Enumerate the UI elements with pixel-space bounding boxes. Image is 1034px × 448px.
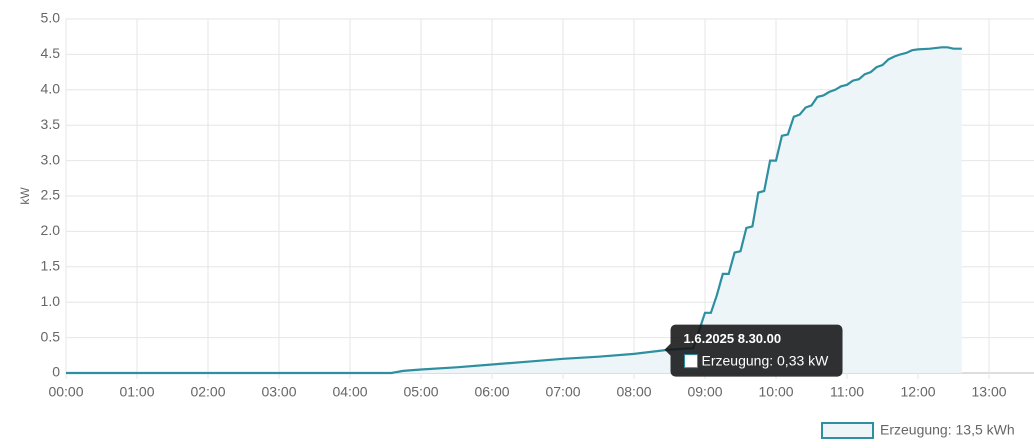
y-axis-label: kW [18, 187, 32, 205]
y-tick-label: 0.5 [41, 328, 61, 344]
y-tick-label: 1.0 [41, 293, 61, 309]
y-tick-label: 0 [52, 364, 60, 380]
line [66, 46, 962, 375]
y-tick-label: 1.5 [41, 258, 61, 274]
x-tick-label: 08:00 [616, 384, 651, 400]
x-tick-label: 13:00 [972, 384, 1007, 400]
tooltip-box [664, 324, 843, 377]
legend-label: Erzeugung: 13,5 kWh [880, 422, 1015, 438]
x-tick-label: 05:00 [403, 384, 438, 400]
y-tick-label: 4.0 [41, 81, 61, 97]
x-tick-label: 04:00 [332, 384, 367, 400]
x-tick-label: 00:00 [48, 384, 83, 400]
tooltip-swatch [684, 354, 699, 369]
y-tick-label: 2.5 [41, 187, 61, 203]
x-tick-label: 03:00 [261, 384, 296, 400]
x-tick-label: 11:00 [830, 384, 864, 400]
tooltip-title: 1.6.2025 8.30.00 [684, 331, 782, 346]
x-tick-label: 01:00 [119, 384, 154, 400]
area [66, 47, 962, 374]
y-tick-label: 3.5 [41, 116, 61, 132]
y-tick-label: 2.0 [41, 222, 61, 238]
y-tick-label: 4.5 [41, 45, 61, 61]
x-tick-label: 10:00 [759, 384, 794, 400]
y-tick-label: 3.0 [41, 151, 61, 167]
legend-swatch [821, 422, 874, 439]
tooltip-label: Erzeugung: 0,33 kW [702, 352, 830, 368]
x-tick-label: 09:00 [687, 384, 722, 400]
y-tick-label: 5.0 [41, 10, 61, 26]
x-tick-label: 12:00 [901, 384, 936, 400]
x-tick-label: 02:00 [190, 384, 225, 400]
x-tick-label: 07:00 [545, 384, 580, 400]
x-tick-label: 06:00 [474, 384, 509, 400]
tooltip: 1.6.2025 8.30.00 Erzeugung: 0,33 kW [664, 324, 843, 377]
